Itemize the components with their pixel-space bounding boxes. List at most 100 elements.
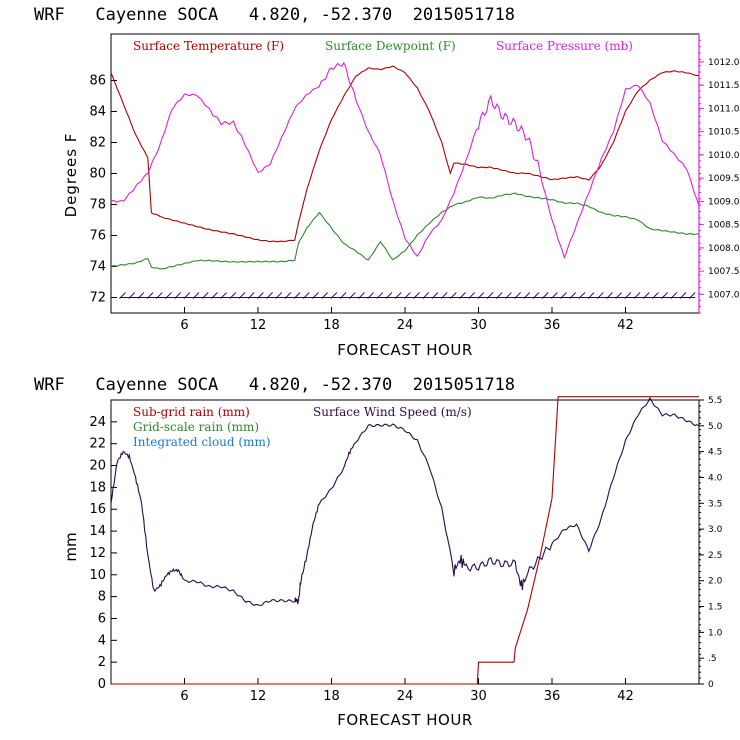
wind-barb (523, 292, 531, 299)
y-tick-label: 80 (89, 167, 106, 182)
x-tick-label: 36 (544, 689, 561, 704)
wind-barb (119, 292, 126, 299)
wind-barb (578, 292, 586, 299)
y2-tick-label: 1011.0 (708, 104, 740, 114)
legend-gridscale-rain: Grid-scale rain (mm) (133, 420, 259, 434)
y2-tick-label: 2.5 (708, 551, 722, 561)
x-tick-label: 6 (180, 318, 188, 333)
x-tick-label: 12 (250, 318, 267, 333)
y-tick-label: 4 (98, 633, 106, 648)
wind-barb (606, 292, 613, 299)
wind-barb (174, 292, 182, 299)
wind-barb (633, 292, 641, 299)
y2-tick-label: 1009.5 (708, 174, 740, 184)
wind-barb (183, 292, 191, 299)
wind-barb (275, 292, 283, 299)
x-tick-label: 30 (470, 689, 487, 704)
wind-barb (422, 292, 430, 299)
pressure-line (110, 61, 700, 260)
y2-tick-label: 1010.0 (708, 151, 740, 161)
x-tick-label: 36 (544, 318, 561, 333)
wind-barb (128, 292, 136, 299)
y2-tick-label: 3.5 (708, 499, 722, 509)
y-tick-label: 8 (98, 590, 106, 605)
wind-barb (284, 292, 292, 299)
wind-barb (551, 292, 558, 299)
y2-tick-label: 1010.5 (708, 128, 740, 138)
y2-tick-label: 1008.0 (708, 244, 740, 254)
x-tick-label: 30 (470, 318, 487, 333)
y2-tick-label: 0 (708, 680, 714, 690)
y-tick-label: 72 (89, 291, 106, 306)
y2-tick-label: 1.0 (708, 628, 723, 638)
temperature-line (110, 65, 700, 243)
y-tick-label: 76 (89, 229, 106, 244)
wind-barb (532, 292, 540, 299)
wind-barb (238, 292, 246, 299)
x-tick-label: 42 (617, 689, 634, 704)
wind-barb (413, 292, 420, 299)
wind-barb (505, 292, 512, 299)
wind-barb (165, 292, 172, 299)
wind-barb (146, 292, 154, 299)
wind-barb (468, 292, 476, 299)
x-tick-label: 18 (323, 318, 340, 333)
wind-barb (257, 292, 264, 299)
y2-tick-label: 1.5 (708, 603, 722, 613)
wind-barb (321, 292, 329, 299)
wind-barb (385, 292, 393, 299)
y-tick-label: 84 (89, 105, 106, 120)
wind-barb (266, 292, 273, 299)
y-tick-label: 0 (98, 677, 106, 692)
y-tick-label: 2 (98, 655, 106, 670)
y2-tick-label: 1008.5 (708, 221, 740, 231)
wind-speed-line (110, 396, 700, 607)
y-tick-label: 24 (89, 415, 106, 430)
y2-tick-label: 2.0 (708, 577, 723, 587)
wind-barb (211, 292, 218, 299)
wind-barb (569, 292, 577, 299)
y2-tick-label: 1012.0 (708, 58, 740, 68)
wind-barb (431, 292, 439, 299)
top-chart-title: WRF Cayenne SOCA 4.820, -52.370 20150517… (34, 5, 515, 25)
legend-surface-pressure: Surface Pressure (mb) (496, 39, 633, 53)
y2-tick-label: 1007.0 (708, 290, 740, 300)
wind-barb (201, 292, 209, 299)
legend-surface-dewpoint: Surface Dewpoint (F) (325, 39, 456, 53)
wind-barb (495, 292, 503, 299)
y-tick-label: 78 (89, 198, 106, 213)
y-tick-label: 82 (89, 136, 106, 151)
top-plot-frame (110, 33, 700, 314)
bottom-chart-title: WRF Cayenne SOCA 4.820, -52.370 20150517… (34, 375, 515, 395)
y2-tick-label: 5.5 (708, 396, 722, 406)
y-tick-label: 10 (89, 568, 106, 583)
wind-barb (679, 292, 687, 299)
wind-barb (615, 292, 623, 299)
wind-barb (541, 292, 549, 299)
wind-barb (192, 292, 200, 299)
wind-barb (358, 292, 365, 299)
y2-tick-label: 4.5 (708, 448, 722, 458)
y2-tick-label: .5 (708, 654, 717, 664)
wind-barb (459, 292, 466, 299)
wind-barb (247, 292, 255, 299)
wind-barb (560, 292, 567, 299)
y-tick-label: 18 (89, 480, 106, 495)
wind-barb (367, 292, 374, 299)
legend-surface-wind-speed: Surface Wind Speed (m/s) (313, 405, 472, 419)
wind-barb (450, 292, 457, 299)
wind-barb (670, 292, 678, 299)
y-tick-label: 20 (89, 459, 106, 474)
y-tick-label: 6 (98, 611, 106, 626)
top-xlabel: FORECAST HOUR (337, 341, 473, 359)
wind-barb (652, 292, 659, 299)
wind-barb (330, 292, 338, 299)
wind-barb (642, 292, 650, 299)
wind-barb (293, 292, 301, 299)
x-tick-label: 24 (397, 318, 414, 333)
wind-barb (688, 292, 696, 299)
legend-subgrid-rain: Sub-grid rain (mm) (133, 405, 250, 419)
y2-tick-label: 5.0 (708, 422, 723, 432)
legend-surface-temperature: Surface Temperature (F) (133, 39, 284, 53)
